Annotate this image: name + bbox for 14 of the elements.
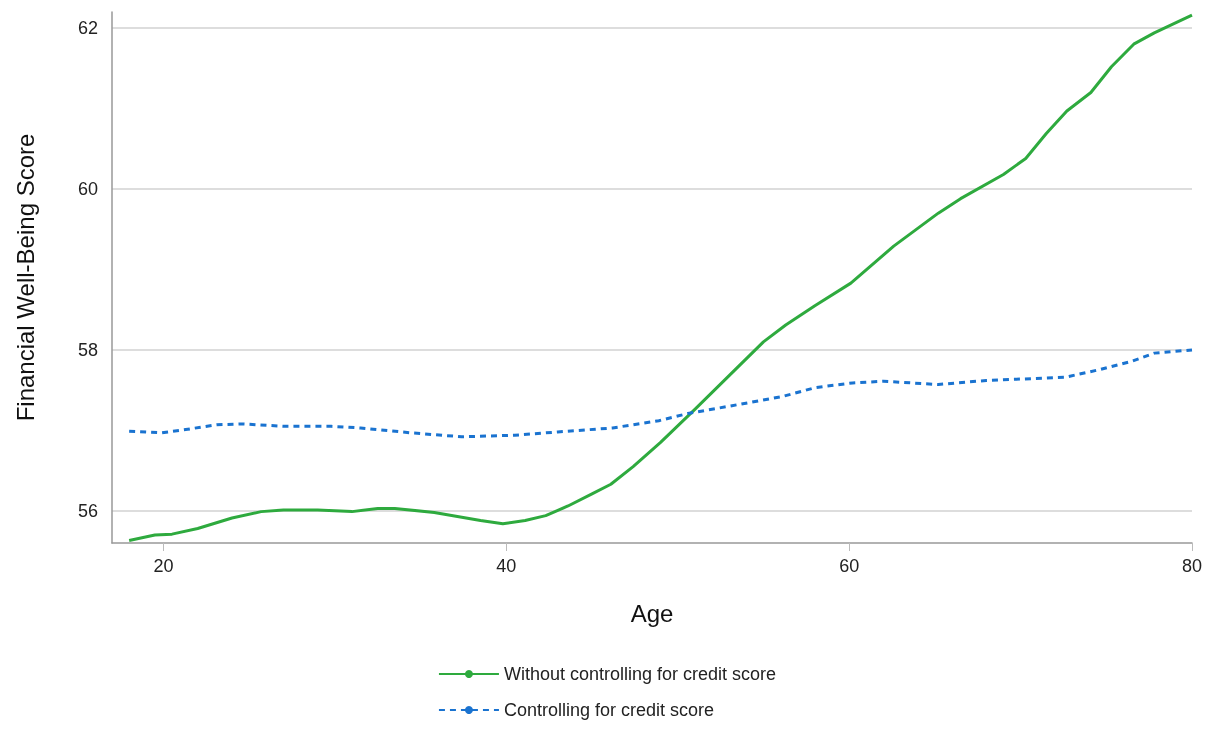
line-series <box>127 348 1194 439</box>
x-tick-label: 80 <box>1181 556 1203 576</box>
x-tick-label: 20 <box>153 556 174 576</box>
x-axis-title: Age <box>630 599 674 627</box>
x-tick-label: 40 <box>496 556 517 576</box>
y-tick-label: 56 <box>77 500 98 521</box>
x-tick-label: 60 <box>839 556 860 576</box>
legend-label: Controlling for credit score <box>503 700 715 720</box>
y-tick-label: 62 <box>77 18 98 39</box>
y-axis-title: Financial Well-Being Score <box>11 133 39 422</box>
y-tick-label: 60 <box>77 179 98 199</box>
y-tick-label: 58 <box>77 339 98 360</box>
line-series <box>127 13 1194 543</box>
legend-label: Without controlling for credit score <box>503 664 777 684</box>
